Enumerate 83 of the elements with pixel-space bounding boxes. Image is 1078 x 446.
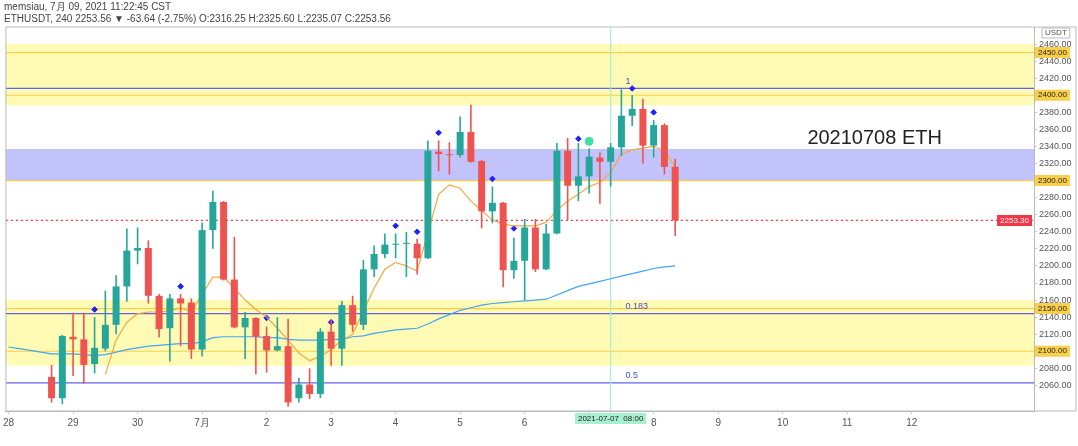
candlestick [381, 232, 389, 260]
candlestick [273, 316, 281, 353]
candlestick [445, 141, 453, 176]
candlestick [306, 367, 314, 400]
y-tick-label: 2140.00 [1039, 311, 1072, 322]
candlestick [177, 293, 185, 347]
candlestick [628, 94, 636, 127]
candlestick [585, 147, 593, 195]
annotation: 0.5 [625, 370, 638, 381]
candlestick [370, 244, 378, 278]
x-tick-label: 6 [521, 416, 528, 428]
y-tick-label: 2200.00 [1039, 260, 1072, 271]
x-tick-label: 29 [67, 416, 80, 428]
ref-line-label: 2150.00 [1038, 303, 1068, 313]
ref-line-label: 2300.00 [1038, 175, 1068, 185]
y-tick-label: 2260.00 [1039, 209, 1072, 220]
y-tick-label: 2060.00 [1039, 379, 1072, 390]
point [584, 136, 594, 146]
candlestick [510, 236, 518, 280]
x-tick-label: 10 [777, 416, 789, 428]
candlestick [101, 289, 109, 353]
y-tick-label: 2320.00 [1039, 158, 1072, 169]
point [392, 222, 399, 230]
point [413, 228, 421, 236]
point [575, 135, 582, 143]
point [628, 85, 636, 92]
candlestick [252, 316, 260, 376]
candlestick [650, 119, 658, 159]
point [177, 283, 184, 290]
y-tick-label: 2420.00 [1039, 72, 1072, 83]
y-tick-label: 2280.00 [1039, 192, 1072, 203]
candlestick [295, 376, 303, 404]
x-tick-label: 4 [392, 416, 399, 428]
y-tick-label: 2380.00 [1039, 106, 1072, 117]
x-tick-label: 12 [906, 416, 918, 428]
y-tick-label: 2440.00 [1039, 55, 1072, 66]
y-tick-label: 2180.00 [1039, 277, 1072, 288]
candlestick [413, 237, 421, 276]
ref-line-label: 2253.30 [1000, 215, 1030, 225]
point [650, 109, 657, 116]
x-tick-label: 7月 [194, 416, 210, 428]
y-tick-label: 2460.00 [1039, 38, 1072, 49]
point [510, 225, 518, 232]
x-tick-label: 30 [132, 416, 144, 428]
candlestick [392, 232, 400, 260]
candlestick [263, 325, 271, 374]
point [435, 129, 442, 137]
candlestick [456, 115, 464, 159]
candlestick [134, 226, 142, 266]
ref-line-label: 2021-07-07 08:00 [577, 414, 644, 424]
chart-subtitle: ETHUSDT, 240 2253.56 ▼ -63.64 (-2.75%) O:2316.25 H:2325.60 L:2235.07 C:2253.56 [4, 12, 392, 24]
annotation: 1 [625, 75, 631, 86]
y-tick-label: 2360.00 [1039, 123, 1072, 134]
y-axis-title: USDT [1045, 28, 1067, 38]
y-tick-label: 2240.00 [1039, 226, 1072, 237]
x-tick-label: 5 [457, 416, 464, 428]
point [489, 175, 496, 183]
y-tick-label: 2080.00 [1039, 362, 1072, 373]
candlestick [91, 316, 99, 375]
x-tick-label: 11 [842, 416, 853, 428]
y-tick-label: 2340.00 [1039, 140, 1072, 151]
point [91, 306, 98, 313]
y-tick-label: 2220.00 [1039, 243, 1072, 254]
y-tick-label: 2120.00 [1039, 328, 1072, 339]
x-tick-label: 28 [3, 416, 15, 428]
x-tick-label: 2 [263, 416, 270, 428]
x-tick-label: 9 [715, 416, 722, 428]
candlestick [241, 311, 249, 360]
candlestick [402, 231, 410, 278]
candlestick [488, 185, 496, 225]
chart-title: memsiau, 7月 09, 2021 11:22:45 CST [4, 0, 172, 12]
ref-line-label: 2450.00 [1038, 47, 1068, 57]
ref-line-label: 2100.00 [1038, 346, 1068, 356]
x-tick-label: 8 [650, 416, 657, 428]
annotation: 20210708 ETH [807, 125, 942, 148]
candlestick [574, 142, 582, 202]
candlestick [607, 142, 615, 188]
candlestick [349, 295, 357, 333]
ref-line-label: 2400.00 [1038, 90, 1068, 100]
candlestick [596, 151, 604, 205]
y-tick-label: 2160.00 [1039, 294, 1072, 305]
candlestick [48, 364, 56, 404]
x-tick-label: 3 [328, 416, 335, 428]
